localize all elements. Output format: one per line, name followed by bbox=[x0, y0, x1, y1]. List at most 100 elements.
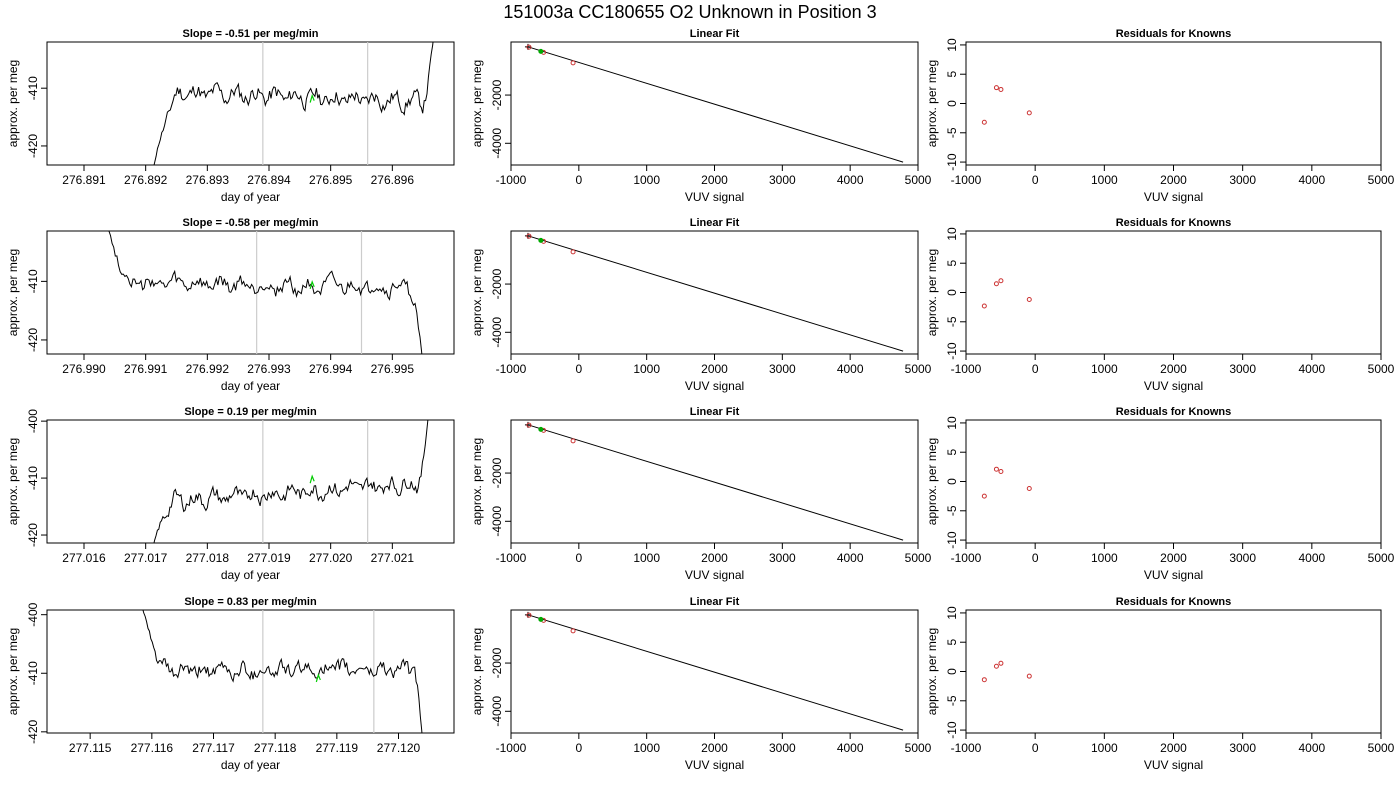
y-axis-label: approx. per meg bbox=[925, 438, 939, 525]
x-tick-label: -1000 bbox=[951, 741, 982, 755]
unknown-point bbox=[538, 237, 544, 243]
panel-title: Residuals for Knowns bbox=[1116, 406, 1232, 418]
residual-point bbox=[981, 493, 987, 499]
residual-point bbox=[981, 677, 987, 683]
x-tick-label: 0 bbox=[575, 741, 582, 755]
panel-title: Slope = -0.58 per meg/min bbox=[182, 217, 318, 229]
x-axis-label: VUV signal bbox=[685, 568, 744, 582]
fit-line bbox=[527, 424, 904, 541]
residual-panel-2: Residuals for Knowns -1000 0 1000 2000 3000 40… bbox=[925, 217, 1395, 393]
y-axis-label: approx. per meg bbox=[470, 249, 484, 336]
y-tick-label: -420 bbox=[26, 134, 40, 158]
plot-frame bbox=[965, 419, 1382, 544]
x-tick-label: 1000 bbox=[1091, 173, 1118, 187]
x-tick-label: 2000 bbox=[1160, 551, 1187, 565]
x-tick-label: 5000 bbox=[905, 741, 932, 755]
linear-fit-panel-1: Linear Fit -1000 0 1000 2000 3000 4000 5000 -200… bbox=[470, 28, 932, 204]
y-tick-label: 0 bbox=[945, 289, 959, 296]
x-axis-label: VUV signal bbox=[1144, 190, 1203, 204]
x-axis-label: day of year bbox=[221, 379, 280, 393]
y-tick-label: -410 bbox=[26, 76, 40, 100]
fit-line bbox=[527, 46, 904, 163]
unknown-highlight bbox=[309, 474, 315, 484]
x-tick-label: -1000 bbox=[496, 173, 527, 187]
residual-panel-4: Residuals for Knowns -1000 0 1000 2000 3000 40… bbox=[925, 596, 1395, 772]
x-tick-label: 277.120 bbox=[377, 741, 421, 755]
known-point bbox=[570, 60, 576, 66]
y-tick-label: -400 bbox=[26, 409, 40, 433]
panel-title: Residuals for Knowns bbox=[1116, 217, 1232, 229]
x-tick-label: 1000 bbox=[633, 741, 660, 755]
x-tick-label: 1000 bbox=[633, 551, 660, 565]
x-tick-label: 276.893 bbox=[186, 173, 230, 187]
x-tick-label: 276.894 bbox=[247, 173, 291, 187]
x-tick-label: 277.117 bbox=[192, 741, 235, 755]
x-tick-label: 276.994 bbox=[309, 362, 353, 376]
x-tick-label: 277.115 bbox=[69, 741, 112, 755]
residual-point bbox=[1026, 673, 1032, 679]
linear-fit-panel-2: Linear Fit -1000 0 1000 2000 3000 4000 5000 -200… bbox=[470, 217, 932, 393]
linear-fit-panel-4: Linear Fit -1000 0 1000 2000 3000 4000 5000 -200… bbox=[470, 596, 932, 772]
x-tick-label: 4000 bbox=[837, 551, 864, 565]
y-tick-label: -420 bbox=[26, 328, 40, 352]
timeseries-panel-3: Slope = 0.19 per meg/min 277.016 277.017 27… bbox=[6, 406, 455, 582]
residual-point bbox=[998, 86, 1004, 92]
y-axis-label: approx. per meg bbox=[470, 628, 484, 715]
x-tick-label: 1000 bbox=[1091, 551, 1118, 565]
plot-frame bbox=[46, 609, 455, 734]
x-tick-label: 277.020 bbox=[309, 551, 353, 565]
y-tick-label: 10 bbox=[945, 416, 959, 430]
y-tick-label: -10 bbox=[945, 153, 959, 171]
x-tick-label: 277.018 bbox=[186, 551, 230, 565]
residual-point bbox=[1026, 297, 1032, 303]
x-tick-label: 3000 bbox=[769, 362, 796, 376]
x-tick-label: 3000 bbox=[769, 173, 796, 187]
timeseries-panel-2: Slope = -0.58 per meg/min 276.990 276.991 2… bbox=[6, 217, 455, 393]
x-tick-label: 277.016 bbox=[62, 551, 106, 565]
x-tick-label: 2000 bbox=[701, 551, 728, 565]
x-tick-label: 276.991 bbox=[124, 362, 168, 376]
y-axis-label: approx. per meg bbox=[6, 438, 20, 525]
x-tick-label: 276.892 bbox=[124, 173, 168, 187]
x-tick-label: 276.895 bbox=[309, 173, 353, 187]
residual-panel-3: Residuals for Knowns -1000 0 1000 2000 3000 40… bbox=[925, 406, 1395, 582]
timeseries-panel-1: Slope = -0.51 per meg/min 276.891 276.892 2… bbox=[6, 28, 455, 204]
unknown-point bbox=[538, 426, 544, 432]
x-tick-label: 4000 bbox=[1298, 741, 1325, 755]
panel-grid: Slope = -0.51 per meg/min 276.891 276.892 2… bbox=[6, 28, 1395, 772]
x-tick-label: 4000 bbox=[1298, 551, 1325, 565]
y-tick-label: -5 bbox=[945, 695, 959, 706]
y-tick-label: -2000 bbox=[490, 79, 504, 110]
y-tick-label: 5 bbox=[945, 260, 959, 267]
linear-fit-panel-3: Linear Fit -1000 0 1000 2000 3000 4000 5000 -200… bbox=[470, 406, 932, 582]
known-point bbox=[570, 628, 576, 634]
y-tick-label: 0 bbox=[945, 100, 959, 107]
x-tick-label: -1000 bbox=[951, 551, 982, 565]
x-tick-label: 5000 bbox=[905, 173, 932, 187]
timeseries-panel-4: Slope = 0.83 per meg/min 277.115 277.116 27… bbox=[6, 596, 455, 772]
residual-point bbox=[998, 278, 1004, 284]
x-axis-label: VUV signal bbox=[685, 758, 744, 772]
plot-frame bbox=[965, 609, 1382, 734]
x-axis-label: day of year bbox=[221, 190, 280, 204]
x-tick-label: 5000 bbox=[1368, 551, 1395, 565]
y-tick-label: 10 bbox=[945, 227, 959, 241]
x-tick-label: 4000 bbox=[1298, 362, 1325, 376]
residual-point bbox=[993, 663, 999, 669]
panel-title: Slope = -0.51 per meg/min bbox=[182, 28, 318, 40]
y-tick-label: -410 bbox=[26, 269, 40, 293]
y-axis-label: approx. per meg bbox=[925, 249, 939, 336]
plot-frame bbox=[965, 230, 1382, 355]
x-tick-label: -1000 bbox=[951, 362, 982, 376]
panel-title: Slope = 0.83 per meg/min bbox=[184, 596, 317, 608]
y-tick-label: -2000 bbox=[490, 457, 504, 488]
residual-point bbox=[993, 466, 999, 472]
panel-title: Linear Fit bbox=[690, 596, 740, 608]
y-tick-label: -4000 bbox=[490, 317, 504, 348]
plot-frame bbox=[46, 419, 455, 544]
x-tick-label: 277.017 bbox=[124, 551, 168, 565]
x-tick-label: -1000 bbox=[496, 741, 527, 755]
x-tick-label: 1000 bbox=[633, 173, 660, 187]
y-axis-label: approx. per meg bbox=[925, 60, 939, 147]
x-tick-label: 276.992 bbox=[186, 362, 230, 376]
